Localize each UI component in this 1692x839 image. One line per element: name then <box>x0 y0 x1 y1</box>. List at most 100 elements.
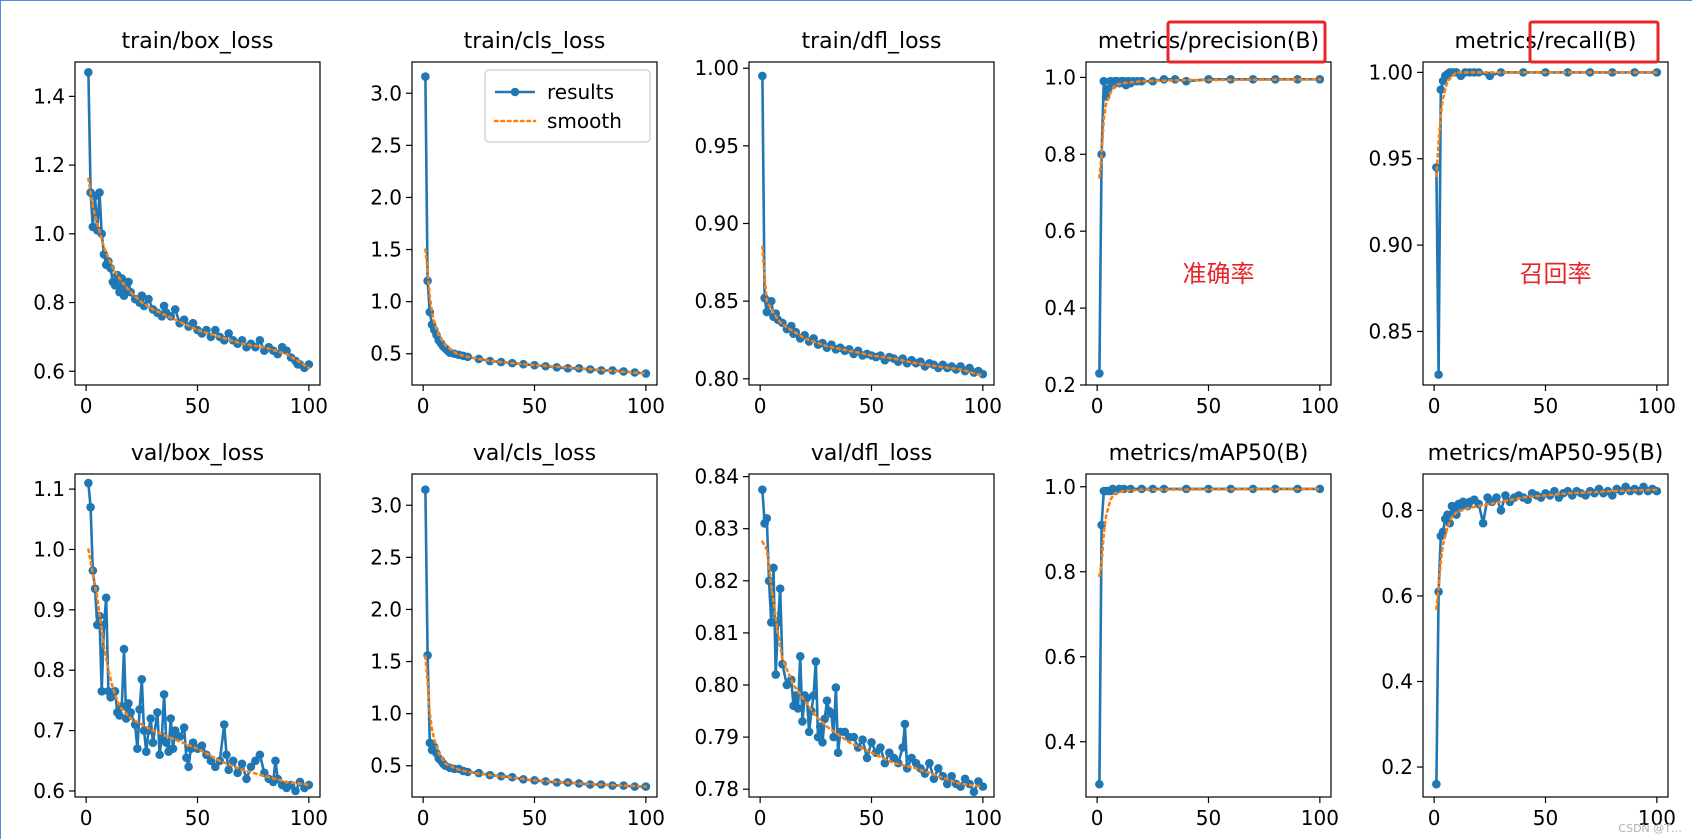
results-point <box>485 356 495 366</box>
results-point <box>228 756 238 766</box>
results-point <box>170 726 180 735</box>
y-tick-label: 0.6 <box>1044 645 1076 669</box>
results-point <box>146 714 156 723</box>
results-point <box>833 748 843 758</box>
results-point <box>942 779 952 789</box>
results-point <box>934 764 943 773</box>
results-point <box>124 699 133 708</box>
plot-data <box>421 72 651 378</box>
results-point <box>141 747 151 757</box>
x-tick-label: 100 <box>1638 394 1676 418</box>
x-tick-label: 0 <box>1428 806 1441 830</box>
results-point <box>775 584 785 593</box>
smooth-series-line <box>424 248 648 375</box>
results-point <box>641 369 651 378</box>
results-point <box>758 71 767 81</box>
plot-title: val/box_loss <box>131 441 264 466</box>
plot-title: val/cls_loss <box>473 441 596 466</box>
results-point <box>798 717 807 726</box>
y-tick-label: 0.80 <box>694 367 739 391</box>
y-tick-label: 0.90 <box>1368 233 1413 257</box>
results-point <box>1478 518 1488 528</box>
y-tick-label: 1.0 <box>370 702 402 726</box>
results-point <box>168 744 178 754</box>
results-point <box>867 737 876 747</box>
x-tick-label: 50 <box>185 394 210 418</box>
results-point <box>304 780 314 790</box>
results-point <box>815 722 825 731</box>
y-tick-label: 0.82 <box>694 569 739 593</box>
x-tick-label: 0 <box>1428 394 1441 418</box>
y-tick-label: 0.95 <box>694 134 739 158</box>
results-point <box>876 743 885 752</box>
results-point <box>95 188 104 197</box>
x-tick-label: 100 <box>627 394 665 418</box>
plot-val-dfl-loss: val/dfl_loss 0 50 100 0.78 0.79 0.80 0.81 0.82 0.… <box>694 441 1001 830</box>
results-point <box>124 277 133 287</box>
y-tick-label: 0.95 <box>1368 147 1413 171</box>
results-point <box>1563 68 1573 77</box>
y-tick-label: 1.00 <box>1368 60 1413 84</box>
plot-frame <box>1422 473 1669 798</box>
results-point <box>1099 76 1109 86</box>
y-tick-label: 1.5 <box>370 650 402 674</box>
plot-title: metrics/recall(B) <box>1455 29 1637 54</box>
results-point <box>762 307 772 317</box>
y-tick-label: 3.0 <box>370 493 402 517</box>
y-tick-label: 2.5 <box>370 545 402 569</box>
x-tick-label: 100 <box>1638 806 1676 830</box>
y-tick-label: 0.4 <box>1044 730 1076 754</box>
results-point <box>421 485 430 494</box>
y-tick-label: 1.0 <box>33 222 65 246</box>
x-tick-label: 0 <box>417 806 430 830</box>
results-point <box>206 756 216 766</box>
results-point <box>862 753 872 763</box>
y-tick-label: 0.6 <box>33 359 65 383</box>
smooth-series-line <box>424 654 648 788</box>
plot-metrics-map50-95-b: metrics/mAP50-95(B) 0 50 100 0.2 0.4 0.6 0.8 <box>1381 441 1676 830</box>
results-point <box>1095 779 1104 789</box>
plot-train-cls-loss: train/cls_loss 0 50 100 0.5 1.0 1.5 2.0 2.5 3.0 re… <box>370 29 665 418</box>
results-point <box>507 772 517 782</box>
results-point <box>101 593 111 603</box>
results-point <box>99 250 109 259</box>
results-point <box>97 687 107 696</box>
results-series-line <box>87 72 310 370</box>
results-point <box>86 502 95 512</box>
results-point <box>1443 510 1452 519</box>
results-point <box>1608 68 1617 77</box>
y-tick-label: 1.4 <box>33 84 65 108</box>
results-point <box>1452 510 1461 519</box>
x-tick-label: 0 <box>754 394 767 418</box>
legend-box <box>484 69 651 143</box>
results-point <box>233 768 242 778</box>
results-point <box>84 68 93 77</box>
y-tick-label: 0.8 <box>1381 498 1413 522</box>
plot-title: train/cls_loss <box>464 29 606 54</box>
legend-results-label: results <box>547 80 614 104</box>
y-tick-label: 0.8 <box>33 658 65 682</box>
results-point <box>237 336 247 345</box>
x-tick-label: 50 <box>522 394 547 418</box>
results-point <box>764 576 774 586</box>
highlight-box <box>1528 20 1660 64</box>
y-tick-label: 0.80 <box>694 673 739 697</box>
results-point <box>219 720 229 729</box>
x-tick-label: 50 <box>1196 394 1221 418</box>
y-tick-label: 0.4 <box>1381 669 1413 693</box>
results-point <box>1492 493 1501 502</box>
x-tick-label: 100 <box>964 806 1002 830</box>
annotation-label: 召回率 <box>1520 260 1592 288</box>
results-point <box>880 758 890 768</box>
results-point <box>224 329 233 338</box>
y-tick-label: 2.5 <box>370 133 402 157</box>
plot-frame <box>411 473 658 798</box>
plot-title: metrics/precision(B) <box>1098 29 1319 54</box>
x-tick-label: 50 <box>1196 806 1221 830</box>
y-tick-label: 0.2 <box>1381 755 1413 779</box>
y-tick-label: 0.6 <box>1044 219 1076 243</box>
y-tick-label: 2.0 <box>370 185 402 209</box>
x-tick-label: 0 <box>1091 806 1104 830</box>
y-tick-label: 0.8 <box>1044 142 1076 166</box>
